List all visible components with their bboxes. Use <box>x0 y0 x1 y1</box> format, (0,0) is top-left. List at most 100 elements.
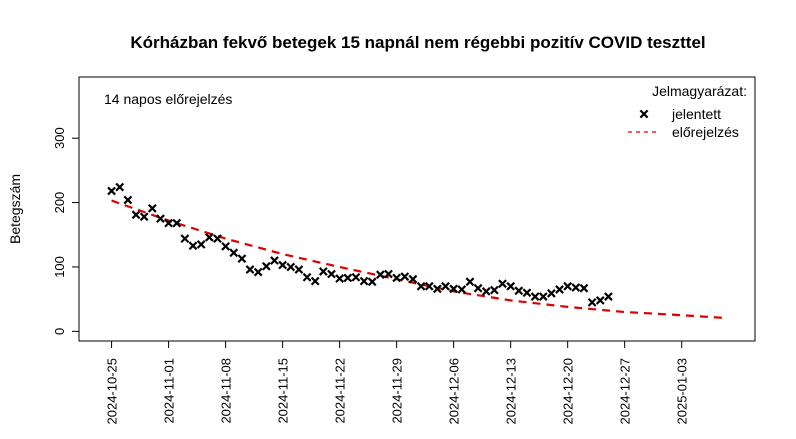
x-marker-stroke-b <box>639 109 649 119</box>
x-marker-stroke-b <box>156 214 165 224</box>
x-marker-stroke-b <box>506 281 516 291</box>
legend-entry-forecast: előrejelzés <box>628 124 739 140</box>
data-point <box>253 267 263 277</box>
x-marker-stroke-b <box>172 218 182 228</box>
data-point <box>196 240 206 249</box>
data-point <box>115 182 125 192</box>
data-point <box>481 287 491 296</box>
x-marker-stroke-b <box>310 276 320 286</box>
x-tick-label: 2024-11-29 <box>390 358 405 424</box>
data-point <box>514 286 524 296</box>
x-marker-stroke-b <box>278 260 287 270</box>
x-marker-stroke-b <box>245 265 255 274</box>
data-point <box>294 265 304 274</box>
data-point <box>416 281 426 291</box>
x-marker-stroke-b <box>213 234 222 243</box>
x-marker-stroke-b <box>555 285 564 294</box>
x-marker-stroke-b <box>294 265 304 274</box>
x-marker-stroke-b <box>196 240 206 249</box>
x-marker-stroke-b <box>188 241 198 251</box>
data-point <box>579 283 589 293</box>
forecast-series <box>111 199 723 319</box>
data-point <box>465 277 475 287</box>
x-marker-stroke-b <box>384 269 393 279</box>
x-marker-stroke-b <box>400 272 410 281</box>
data-point <box>327 269 336 279</box>
x-marker-stroke-b <box>416 281 426 291</box>
y-axis: 0 100 200 300 <box>52 127 79 335</box>
x-marker-stroke-b <box>237 254 247 263</box>
x-marker-stroke-b <box>481 287 491 296</box>
x-marker-stroke-b <box>424 281 434 291</box>
x-marker-stroke-b <box>449 284 459 294</box>
legend-x <box>639 109 649 119</box>
x-tick-label: 2024-12-20 <box>561 358 576 425</box>
x-marker-stroke-b <box>204 232 214 242</box>
data-point <box>286 262 296 272</box>
x-marker-stroke-b <box>229 248 239 258</box>
plot-frame <box>78 76 756 342</box>
data-point <box>498 279 507 289</box>
data-point <box>204 232 214 242</box>
x-marker-stroke-b <box>498 279 507 289</box>
x-marker-stroke-b <box>253 267 263 277</box>
data-point <box>180 234 190 243</box>
data-point <box>164 218 173 228</box>
data-point <box>131 210 141 220</box>
x-marker-stroke-b <box>286 262 296 272</box>
x-marker-stroke-b <box>489 285 499 295</box>
data-point <box>457 285 467 294</box>
forecast-line <box>111 199 723 319</box>
data-point <box>432 284 442 294</box>
data-point <box>595 296 605 305</box>
legend-label-reported: jelentett <box>671 106 721 122</box>
data-point <box>335 274 345 283</box>
x-marker-stroke-b <box>392 273 402 283</box>
data-point <box>188 241 198 251</box>
data-point <box>156 214 165 224</box>
x-marker-stroke-b <box>164 218 173 228</box>
data-point <box>343 273 353 283</box>
x-marker-stroke-b <box>327 269 336 279</box>
x-marker-stroke-b <box>547 288 556 298</box>
data-point <box>229 248 239 258</box>
data-point <box>302 272 312 282</box>
x-marker-stroke-b <box>595 296 605 305</box>
legend: Jelmagyarázat: jelentett előrejelzés <box>628 83 747 140</box>
x-marker-stroke-b <box>579 283 589 293</box>
y-tick-label: 0 <box>52 328 67 335</box>
data-point <box>367 277 377 287</box>
data-point <box>270 256 279 265</box>
x-marker-stroke-b <box>123 195 133 205</box>
data-point <box>489 285 499 295</box>
x-marker-stroke-b <box>367 277 377 287</box>
data-point <box>237 254 247 263</box>
data-point <box>278 260 287 270</box>
data-point <box>375 270 385 280</box>
x-tick-label: 2025-01-03 <box>675 358 690 425</box>
data-point <box>139 212 149 222</box>
x-marker-stroke-b <box>270 256 279 265</box>
x-tick-label: 2024-11-01 <box>162 358 177 424</box>
x-marker-stroke-b <box>139 212 149 222</box>
x-marker-stroke-b <box>432 284 442 294</box>
data-point <box>213 234 222 243</box>
data-point <box>441 281 450 291</box>
x-marker-stroke-b <box>115 182 125 192</box>
x-marker-stroke-b <box>514 286 524 296</box>
data-point <box>538 292 548 301</box>
x-tick-label: 2024-11-15 <box>276 358 291 424</box>
y-tick-label: 100 <box>52 256 67 278</box>
data-point <box>449 284 459 294</box>
x-marker-stroke-b <box>302 272 312 282</box>
y-axis-label: Betegszám <box>7 174 23 244</box>
legend-label-forecast: előrejelzés <box>672 124 739 140</box>
y-tick-label: 300 <box>52 127 67 149</box>
x-marker-stroke-b <box>465 277 475 287</box>
data-point <box>473 283 483 293</box>
x-marker-stroke-b <box>530 292 540 301</box>
data-point <box>555 285 564 294</box>
chart-title: Kórházban fekvő betegek 15 napnál nem ré… <box>130 33 705 52</box>
